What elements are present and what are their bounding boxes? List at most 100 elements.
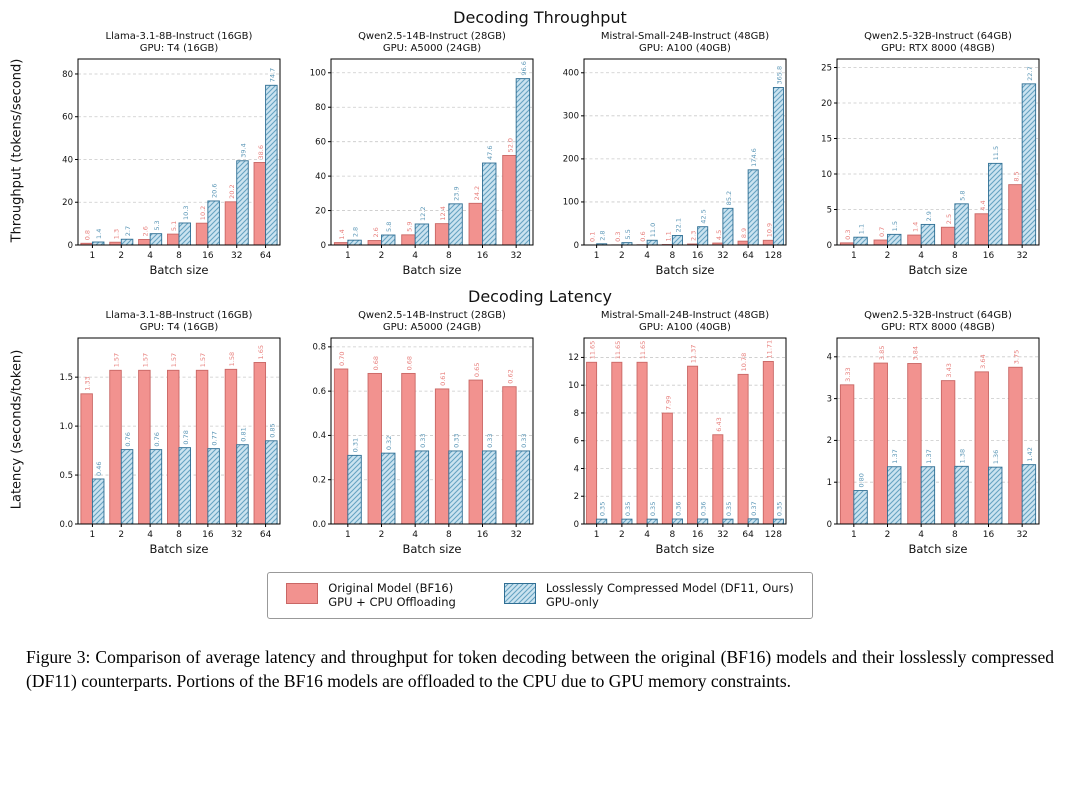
- bar-value-label: 42.5: [700, 209, 708, 223]
- chart-svg-throughput-mistral-small-24b-a100: Mistral-Small-24B-Instruct (48GB)GPU: A1…: [563, 31, 787, 277]
- bar-value-label: 0.33: [453, 433, 461, 447]
- bar-value-label: 0.61: [439, 371, 447, 385]
- bar-value-label: 11.65: [614, 341, 622, 360]
- x-tick-label: 16: [692, 251, 704, 261]
- bf16-bar: [167, 369, 180, 525]
- bf16-bar: [586, 361, 598, 525]
- chart-svg-latency-qwen2-5-32b-rtx8000: Qwen2.5-32B-Instruct (64GB)GPU: RTX 8000…: [827, 310, 1040, 556]
- df11-bar: [853, 490, 868, 525]
- bar-value-label: 5.5: [624, 229, 632, 239]
- bar-value-label: 1.38: [959, 449, 967, 463]
- bf16-bar: [974, 213, 989, 246]
- chart-latency-qwen14b-a5000: Qwen2.5-14B-Instruct (28GB) GPU: A5000 (2…: [287, 306, 540, 562]
- bar-value-label: 0.35: [725, 502, 733, 516]
- bf16-bar: [762, 361, 774, 525]
- y-tick-label: 80: [315, 103, 326, 113]
- chart-title-line2: GPU: A100 (40GB): [639, 43, 731, 54]
- df11-bar: [414, 450, 430, 525]
- bar-value-label: 1.42: [1026, 447, 1034, 461]
- bar-value-label: 11.5: [992, 146, 1000, 160]
- plot-frame: [330, 337, 534, 525]
- x-tick-label: 32: [231, 530, 242, 540]
- x-tick-label: 2: [619, 251, 625, 261]
- bf16-bar: [401, 372, 416, 525]
- bf16-bar: [401, 234, 416, 246]
- bar-value-label: 0.70: [338, 352, 346, 366]
- df11-bar: [91, 478, 105, 525]
- bar-value-label: 1.4: [338, 229, 346, 239]
- df11-bar: [265, 440, 278, 525]
- x-tick-label: 32: [1016, 530, 1027, 540]
- bar-value-label: 0.1: [589, 232, 597, 242]
- df11-bar: [178, 447, 191, 525]
- x-axis-label: Batch size: [655, 263, 714, 277]
- y-tick-label: 8: [574, 409, 579, 419]
- df11-bar: [887, 466, 902, 525]
- bar-value-label: 0.8: [84, 230, 92, 240]
- bar-value-label: 0.3: [844, 230, 852, 240]
- x-tick-label: 2: [118, 530, 124, 540]
- x-tick-label: 32: [717, 530, 728, 540]
- bf16-bar: [502, 386, 517, 525]
- y-tick-label: 0: [68, 241, 73, 251]
- bar-value-label: 96.6: [520, 61, 528, 75]
- bf16-bar: [138, 369, 151, 525]
- bar-value-label: 0.37: [750, 501, 758, 515]
- bar-value-label: 0.35: [775, 502, 783, 516]
- legend-entry-bf16: Original Model (BF16) GPU + CPU Offloadi…: [286, 581, 456, 610]
- x-tick-label: 32: [510, 530, 521, 540]
- x-axis-label: Batch size: [908, 263, 967, 277]
- bar-value-label: 1.4: [95, 229, 103, 239]
- x-tick-label: 2: [379, 530, 385, 540]
- x-tick-label: 16: [202, 251, 214, 261]
- x-tick-label: 8: [176, 251, 182, 261]
- bar-value-label: 0.33: [520, 433, 528, 447]
- df11-bar: [515, 78, 531, 246]
- y-tick-label: 0: [321, 241, 326, 251]
- bar-value-label: 20.2: [228, 184, 236, 198]
- bf16-bar: [907, 234, 922, 246]
- chart-title-line1: Qwen2.5-32B-Instruct (64GB): [864, 310, 1012, 321]
- bf16-bar: [940, 226, 956, 246]
- bf16-bar: [195, 222, 209, 246]
- chart-title-line2: GPU: RTX 8000 (48GB): [881, 322, 995, 333]
- chart-title-line1: Qwen2.5-14B-Instruct (28GB): [358, 310, 506, 321]
- bf16-bar: [367, 240, 382, 246]
- bar-value-label: 0.76: [124, 432, 132, 446]
- bar-value-label: 47.6: [486, 146, 494, 160]
- y-tick-label: 12: [568, 353, 579, 363]
- bar-value-label: 3.33: [844, 367, 852, 381]
- plot-frame: [77, 58, 281, 246]
- bar-value-label: 1.65: [257, 345, 265, 359]
- x-tick-label: 2: [885, 251, 891, 261]
- throughput-y-axis-label: Throughput (tokens/second): [9, 58, 25, 243]
- x-tick-label: 4: [644, 530, 650, 540]
- y-tick-label: 4: [574, 464, 579, 474]
- bar-value-label: 38.6: [257, 145, 265, 159]
- x-tick-label: 16: [202, 530, 214, 540]
- df11-bar: [207, 200, 220, 246]
- chart-title-line1: Qwen2.5-32B-Instruct (64GB): [864, 31, 1012, 42]
- bar-value-label: 52.0: [506, 138, 514, 152]
- y-tick-label: 20: [62, 198, 73, 208]
- y-tick-label: 6: [574, 437, 579, 447]
- x-tick-label: 8: [446, 251, 452, 261]
- df11-bar: [448, 203, 463, 246]
- bar-value-label: 4.4: [979, 200, 987, 210]
- x-axis-label: Batch size: [908, 542, 967, 556]
- bar-value-label: 3.85: [878, 346, 886, 360]
- plot-frame: [77, 337, 281, 525]
- df11-bar: [120, 449, 134, 525]
- bar-value-label: 85.2: [725, 191, 733, 205]
- chart-svg-throughput-qwen2-5-14b-a5000: Qwen2.5-14B-Instruct (28GB)GPU: A5000 (2…: [310, 31, 534, 277]
- bar-value-label: 11.65: [589, 341, 597, 360]
- bar-value-label: 1.37: [925, 449, 933, 463]
- bar-value-label: 2.5: [945, 214, 953, 224]
- bar-value-label: 5.3: [153, 220, 161, 230]
- df11-bar: [722, 518, 734, 525]
- bar-value-label: 1.3: [113, 229, 121, 239]
- x-tick-label: 1: [851, 251, 857, 261]
- df11-bar: [1021, 464, 1037, 525]
- bar-value-label: 2.3: [690, 231, 698, 241]
- bar-value-label: 1.58: [228, 352, 236, 366]
